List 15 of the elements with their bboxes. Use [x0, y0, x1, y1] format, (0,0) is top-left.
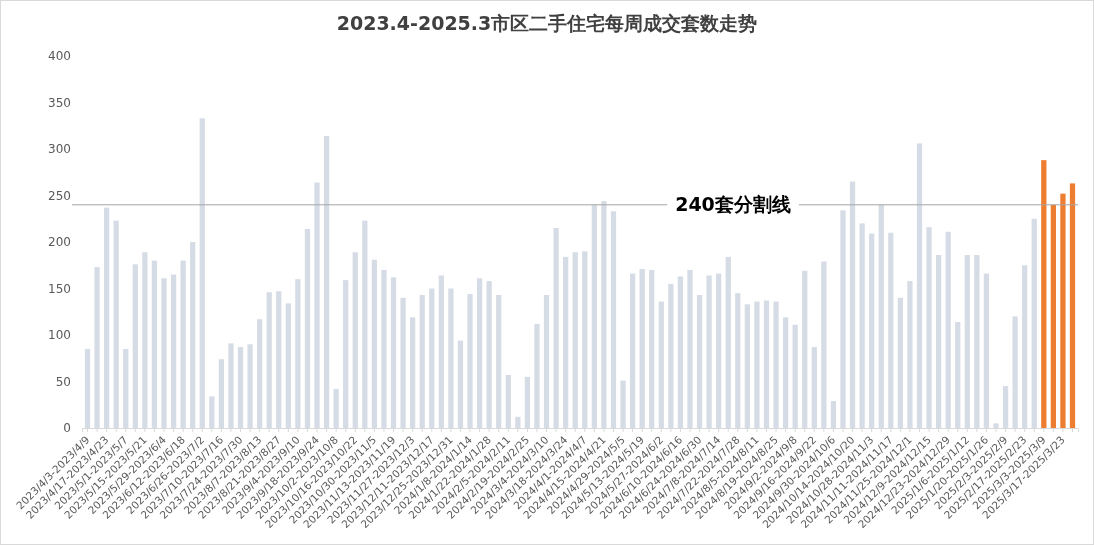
chart-title: 2023.4-2025.3市区二手住宅每周成交套数走势 [336, 12, 758, 34]
bar [1041, 160, 1047, 428]
ref-line-label: 240套分割线 [675, 193, 791, 216]
bar [1069, 183, 1076, 428]
y-tick-label: 150 [48, 281, 71, 296]
y-tick-label: 0 [63, 421, 71, 436]
y-tick-label: 350 [48, 95, 71, 110]
bar [1050, 204, 1057, 428]
y-tick-label: 200 [48, 235, 71, 250]
y-tick-label: 100 [48, 328, 71, 343]
y-tick-label: 300 [48, 142, 71, 157]
y-tick-label: 250 [48, 188, 71, 203]
y-tick-label: 50 [55, 374, 71, 389]
y-tick-label: 400 [48, 49, 71, 64]
bar [1060, 193, 1066, 428]
